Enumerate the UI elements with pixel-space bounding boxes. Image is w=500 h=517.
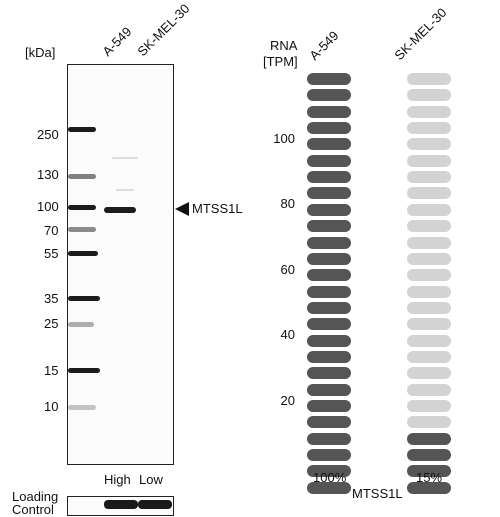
- rna-tpm-pill: [307, 252, 351, 265]
- rna-axis-tick-40: 40: [280, 327, 295, 342]
- rna-tpm-pill: [407, 236, 451, 249]
- rna-tpm-pill: [307, 203, 351, 216]
- ladder-band-35: [68, 296, 100, 301]
- rna-tpm-pill: [407, 416, 451, 429]
- rna-tpm-pill: [307, 481, 351, 494]
- rna-tpm-pill: [407, 285, 451, 298]
- rna-tpm-pill: [407, 220, 451, 233]
- rna-tpm-pill: [307, 449, 351, 462]
- rna-tpm-pill: [407, 187, 451, 200]
- rna-tpm-pill: [407, 252, 451, 265]
- rna-tpm-pill: [307, 154, 351, 167]
- rna-tpm-pill: [307, 122, 351, 135]
- rna-tpm-pill: [307, 105, 351, 118]
- western-blot-image: [67, 64, 174, 465]
- rna-gene-label: MTSS1L: [352, 486, 403, 501]
- rna-tpm-pill: [407, 203, 451, 216]
- rna-tpm-pill: [407, 334, 451, 347]
- rna-tpm-pill: [407, 367, 451, 380]
- loading-band-skmel30: [138, 500, 172, 509]
- lane-label-a549: A-549: [99, 23, 135, 59]
- rna-axis-tick-100: 100: [273, 131, 295, 146]
- rna-tpm-pill: [307, 301, 351, 314]
- rna-tpm-pill: [407, 269, 451, 282]
- rna-tpm-pill: [307, 171, 351, 184]
- ladder-band-15: [68, 368, 100, 373]
- lane-label-skmel30: SK-MEL-30: [134, 0, 193, 60]
- arrow-left-icon: [175, 202, 189, 216]
- ladder-band-130: [68, 174, 96, 179]
- rna-tpm-pill: [307, 367, 351, 380]
- target-protein-label: MTSS1L: [192, 201, 243, 216]
- rna-tpm-pill: [407, 301, 451, 314]
- marker-label-55: 55: [44, 246, 59, 261]
- loading-band-a549: [104, 500, 138, 509]
- loading-control-label-line2: Control: [12, 502, 54, 517]
- rna-tpm-pill: [307, 465, 351, 478]
- rna-tpm-pill: [407, 449, 451, 462]
- rna-tpm-pill: [407, 138, 451, 151]
- rna-tpm-pill: [307, 400, 351, 412]
- rna-tpm-pill: [307, 285, 351, 298]
- rna-tpm-pill: [307, 187, 351, 200]
- marker-label-130: 130: [37, 167, 59, 182]
- kda-label: [kDa]: [25, 45, 56, 60]
- ladder-band-25: [68, 322, 94, 327]
- marker-label-70: 70: [44, 223, 59, 238]
- rna-axis-tick-60: 60: [280, 262, 295, 277]
- faint-band: [112, 157, 138, 159]
- ladder-band-70: [68, 227, 96, 232]
- rna-tpm-pill: [307, 318, 351, 331]
- rna-tpm-pill: [307, 269, 351, 282]
- rna-percent-skmel30: 15%: [416, 470, 443, 485]
- rna-tpm-pill: [407, 73, 451, 85]
- rna-tpm-pill: [407, 481, 451, 494]
- lane-expression-low: Low: [139, 472, 163, 487]
- loading-control-image: [67, 496, 174, 516]
- rna-tpm-pill: [407, 318, 451, 331]
- ladder-band-100: [68, 205, 96, 210]
- rna-tpm-pill: [307, 220, 351, 233]
- rna-tpm-pill: [407, 171, 451, 184]
- marker-label-10: 10: [44, 399, 59, 414]
- rna-tpm-pill: [307, 138, 351, 151]
- rna-tpm-pill: [307, 383, 351, 396]
- lane-expression-high: High: [104, 472, 131, 487]
- rna-tpm-pill: [307, 432, 351, 445]
- ladder-band-10: [68, 405, 96, 410]
- ladder-band-55: [68, 251, 98, 256]
- rna-sample-label-skmel30: SK-MEL-30: [391, 4, 450, 64]
- rna-header-line1: RNA: [270, 38, 298, 53]
- rna-tpm-pill: [407, 400, 451, 412]
- rna-tpm-pill: [407, 432, 451, 445]
- marker-label-25: 25: [44, 316, 59, 331]
- rna-percent-a549: 100%: [313, 470, 347, 485]
- marker-label-35: 35: [44, 291, 59, 306]
- rna-tpm-pill: [307, 334, 351, 347]
- ladder-band-250: [68, 127, 96, 132]
- rna-tpm-pill: [407, 89, 451, 102]
- rna-tpm-pill: [407, 122, 451, 135]
- rna-tpm-pill: [307, 73, 351, 85]
- rna-axis-tick-20: 20: [280, 393, 295, 408]
- rna-header-line2: [TPM]: [263, 54, 298, 69]
- faint-band: [116, 189, 134, 191]
- rna-axis-tick-80: 80: [280, 196, 295, 211]
- marker-label-15: 15: [44, 363, 59, 378]
- rna-tpm-pill: [407, 350, 451, 363]
- rna-tpm-pill: [307, 89, 351, 102]
- mtss1l-band-a549: [104, 207, 136, 213]
- rna-tpm-pill: [407, 154, 451, 167]
- marker-label-100: 100: [37, 199, 59, 214]
- rna-tpm-pill: [407, 465, 451, 478]
- rna-tpm-pill: [407, 383, 451, 396]
- marker-label-250: 250: [37, 127, 59, 142]
- rna-tpm-pill: [307, 416, 351, 429]
- loading-control-label-line1: Loading: [12, 489, 59, 504]
- rna-sample-label-a549: A-549: [306, 27, 342, 63]
- rna-tpm-pill: [307, 236, 351, 249]
- rna-tpm-pill: [307, 350, 351, 363]
- rna-tpm-pill: [407, 105, 451, 118]
